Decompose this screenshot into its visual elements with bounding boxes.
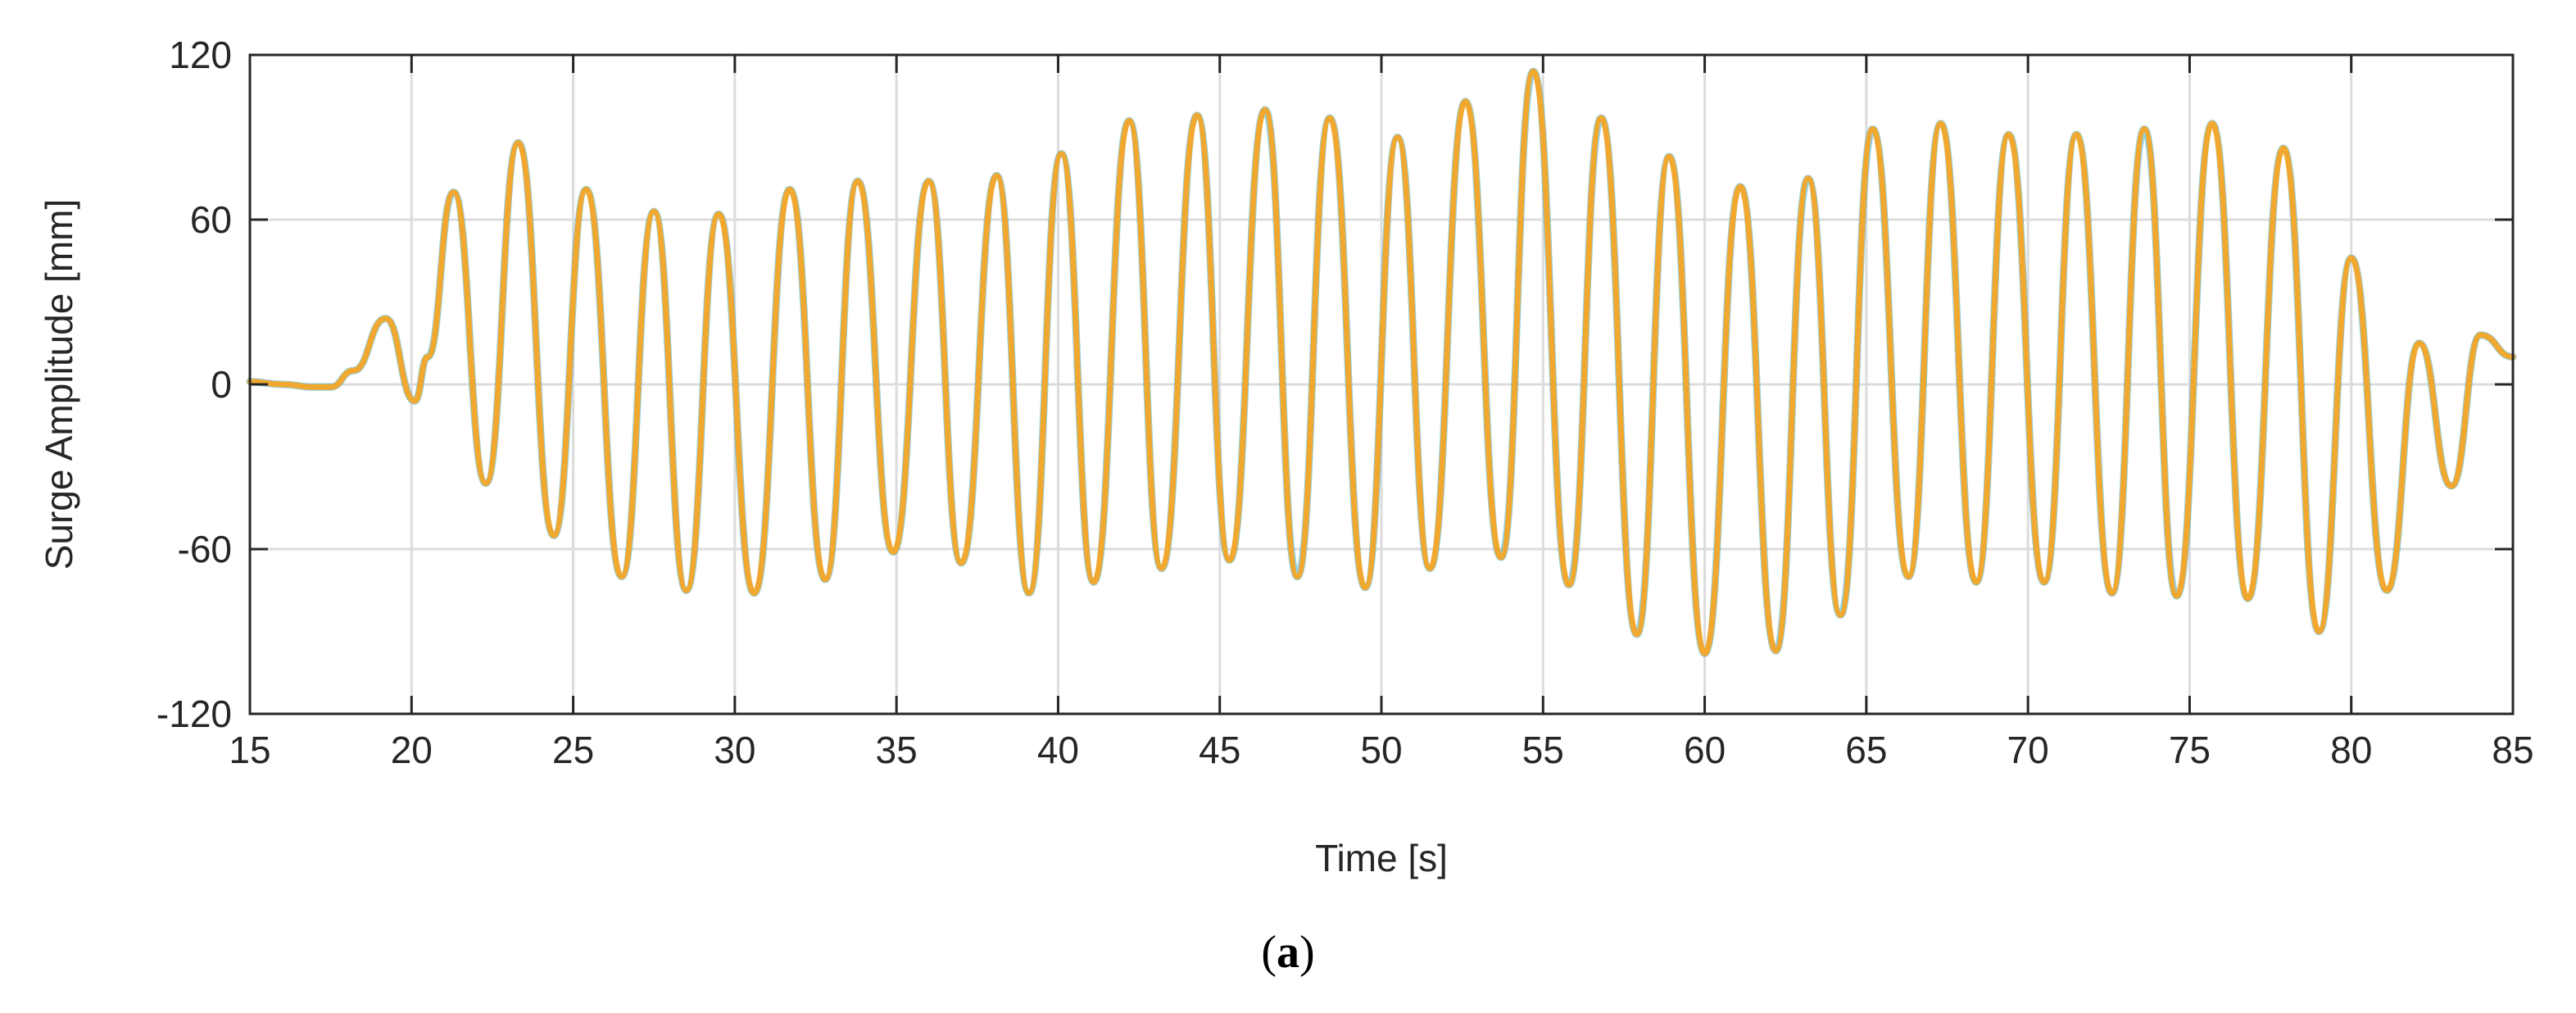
y-tick-label--60: -60: [178, 528, 232, 570]
x-tick-label-85: 85: [2492, 729, 2533, 771]
y-tick-label-120: 120: [169, 34, 232, 76]
y-tick-labels: -120 -60 0 60 120: [156, 34, 232, 735]
x-tick-label-75: 75: [2169, 729, 2211, 771]
x-tick-label-20: 20: [391, 729, 433, 771]
x-tick-label-70: 70: [2007, 729, 2049, 771]
x-tick-label-80: 80: [2330, 729, 2372, 771]
x-axis-label: Time [s]: [1315, 837, 1448, 879]
x-tick-label-35: 35: [876, 729, 918, 771]
x-tick-label-15: 15: [229, 729, 270, 771]
y-tick-label-0: 0: [211, 363, 232, 406]
y-axis-label: Surge Amplitude [mm]: [38, 199, 80, 570]
x-tick-label-50: 50: [1360, 729, 1402, 771]
series-line: [247, 68, 2516, 656]
x-tick-label-60: 60: [1684, 729, 1726, 771]
x-tick-label-40: 40: [1037, 729, 1079, 771]
x-tick-label-65: 65: [1845, 729, 1887, 771]
x-tick-label-45: 45: [1199, 729, 1240, 771]
caption-open: (: [1261, 927, 1277, 978]
x-tick-label-25: 25: [552, 729, 594, 771]
figure-caption: (a): [1261, 927, 1314, 978]
x-tick-labels: 15 20 25 30 35 40 45 50 55 60 65 70 75 80 85: [229, 729, 2533, 771]
caption-close: ): [1299, 927, 1315, 978]
y-tick-label--120: -120: [156, 693, 232, 735]
tick-marks: [248, 53, 2515, 715]
x-tick-label-55: 55: [1522, 729, 1564, 771]
caption-letter: a: [1277, 927, 1299, 978]
x-tick-label-30: 30: [714, 729, 755, 771]
y-tick-label-60: 60: [190, 198, 232, 241]
